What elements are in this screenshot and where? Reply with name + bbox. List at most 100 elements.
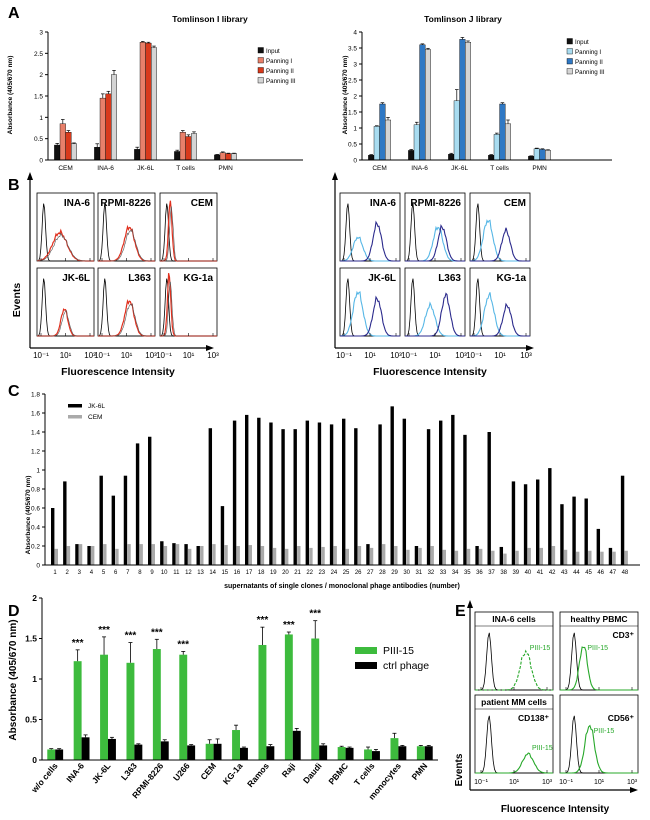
- y-tick-label: 0.6: [31, 506, 40, 513]
- bar-jk-6l: [414, 546, 419, 565]
- c-ylabel: Absorbance (405/670 nm): [25, 476, 32, 555]
- bar-input: [408, 150, 415, 161]
- e-xlabel: Fluorescence Intensity: [501, 804, 610, 815]
- bar-cem: [272, 547, 277, 565]
- histogram-x-tick: 10³: [627, 779, 638, 786]
- curve-label: PIII-15: [587, 645, 608, 652]
- a-left-y-ticks: 0 0.5 1 1.5 2 2.5 3: [34, 30, 48, 165]
- x-category-label: 31: [415, 570, 422, 576]
- panel-b: B INA-6 RPMI-8226 CEM JK-6L L363 KG-1a INA-6 RP…: [8, 172, 534, 378]
- x-category-label: JK-6L: [451, 165, 468, 172]
- bar-jk-6l: [511, 481, 516, 565]
- bar-input: [214, 154, 221, 161]
- bar-cem: [127, 544, 131, 565]
- marker-label: CD3⁺: [613, 630, 635, 640]
- histogram-frame: [36, 192, 95, 262]
- bar-jk-6l: [354, 428, 358, 565]
- bar-input: [94, 146, 101, 161]
- bar-piii-15: [337, 747, 346, 760]
- histogram-x-tick: 10⁻¹: [474, 779, 488, 786]
- histogram-e-2: healthy PBMC CD3⁺ PIII-15: [559, 611, 639, 691]
- x-category-label: 15: [221, 570, 228, 576]
- bar-panning-ii: [379, 103, 386, 161]
- overlay-histogram: [37, 232, 94, 262]
- bar-jk-6l: [366, 544, 370, 565]
- bar-jk-6l: [245, 414, 249, 565]
- bar-jk-6l: [293, 429, 297, 565]
- x-category-label: T cells: [352, 761, 377, 788]
- significance-marker: ***: [177, 639, 189, 650]
- histogram-frame: [559, 694, 639, 774]
- d-y-ticks: 0 0.5 1 1.5 2: [25, 593, 42, 765]
- histogram-x-tick: 10³: [207, 351, 219, 360]
- bar-cem: [333, 546, 337, 565]
- bar-jk-6l: [560, 504, 564, 565]
- histogram-left-kg-1a: KG-1a: [159, 267, 218, 337]
- bar-piii-15: [47, 749, 56, 760]
- bar-jk-6l: [99, 475, 103, 565]
- panning-histogram-dark: [340, 220, 400, 262]
- b-left-ylabel: Events: [11, 283, 23, 318]
- histogram-right-l363: L363: [404, 267, 466, 337]
- bar-ctrl-phage: [134, 744, 143, 760]
- bar-jk-6l: [451, 414, 455, 565]
- significance-marker: ***: [309, 609, 321, 620]
- panel-e-letter: E: [455, 603, 466, 620]
- x-category-label: 22: [306, 570, 313, 576]
- x-category-label: JK-6L: [90, 761, 113, 786]
- histogram-x-tick: 10¹: [364, 351, 376, 360]
- e-ylabel: Events: [454, 753, 465, 786]
- x-category-label: 45: [585, 570, 592, 576]
- bar-cem: [515, 550, 519, 565]
- histogram-title: INA-6 cells: [492, 614, 536, 624]
- x-category-label: JK-6L: [137, 165, 154, 172]
- bar-piii-15: [179, 654, 188, 760]
- x-category-label: Raji: [280, 761, 298, 779]
- x-category-label: 11: [173, 570, 180, 576]
- bar-piii-15: [311, 638, 320, 760]
- bar-cem: [175, 544, 180, 565]
- histogram-x-tick: 10⁻¹: [559, 779, 573, 786]
- bar-cem: [406, 549, 410, 565]
- histogram-x-tick: 10³: [84, 351, 96, 360]
- bar-cem: [466, 548, 471, 565]
- bar-cem: [624, 550, 628, 565]
- panel-a-letter: A: [8, 5, 20, 22]
- bar-cem: [236, 546, 240, 565]
- bar-jk-6l: [536, 479, 540, 565]
- x-category-label: 47: [609, 570, 616, 576]
- bar-cem: [442, 549, 446, 565]
- x-category-label: PMN: [410, 761, 430, 782]
- bar-jk-6l: [439, 420, 443, 565]
- histogram-x-tick: 10³: [145, 351, 157, 360]
- bar-jk-6l: [487, 432, 491, 565]
- bar-panning-ii: [539, 149, 546, 161]
- x-category-label: 2: [66, 570, 70, 576]
- panel-d: D Absorbance (405/670 nm) 00.511.52 ****…: [8, 593, 438, 802]
- bar-panning-iii: [110, 74, 117, 161]
- histogram-left-rpmi-8226: RPMI-8226: [97, 192, 156, 262]
- bar-panning-i: [179, 132, 186, 161]
- flow-histograms-b: INA-6 RPMI-8226 CEM JK-6L L363 KG-1a INA-6 RPMI…: [33, 192, 532, 360]
- bar-jk-6l: [475, 546, 479, 565]
- bar-cem: [588, 550, 592, 565]
- bar-cem: [551, 546, 556, 565]
- y-tick-label: 2.5: [348, 78, 357, 85]
- bar-cem: [297, 546, 301, 565]
- bar-panning-i: [219, 152, 226, 161]
- bar-cem: [54, 548, 58, 565]
- x-category-label: 1: [53, 570, 57, 576]
- x-category-label: 8: [138, 570, 142, 576]
- a-right-y-ticks: 0 0.5 1 1.5 2 2.5 3 3.5 4: [348, 30, 362, 165]
- legend-swatch: [257, 47, 264, 54]
- histogram-right-jk-6l: JK-6L: [339, 267, 401, 337]
- bar-ctrl-phage: [266, 746, 275, 760]
- legend-swatch: [68, 415, 82, 419]
- piii-15-histogram: [560, 724, 638, 774]
- bar-panning-iii: [385, 119, 392, 161]
- bar-ctrl-phage: [240, 747, 248, 760]
- y-tick-label: 2.5: [34, 51, 43, 58]
- cell-line-label: CEM: [191, 198, 213, 209]
- bar-panning-ii: [65, 132, 72, 161]
- bar-cem: [527, 547, 531, 565]
